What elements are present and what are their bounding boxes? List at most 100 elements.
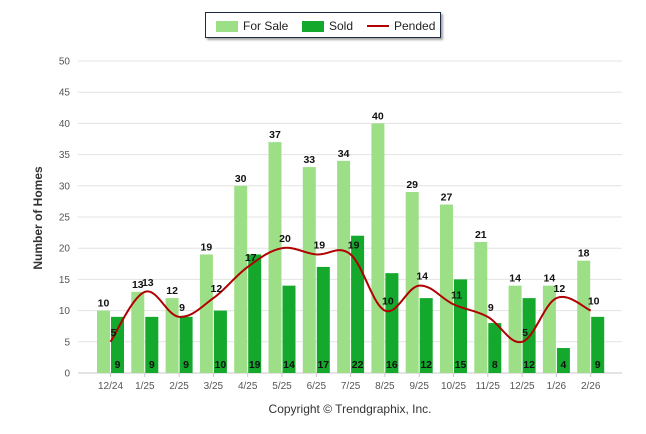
for-sale-bar <box>337 160 351 373</box>
pended-line <box>109 246 592 343</box>
sold-data-label: 19 <box>249 359 261 371</box>
sold-bar <box>179 316 193 373</box>
for-sale-data-label: 34 <box>338 148 350 160</box>
sold-data-label: 10 <box>215 359 227 371</box>
x-tick-label: 1/25 <box>135 381 155 392</box>
x-tick-label: 12/25 <box>510 381 535 392</box>
x-tick-label: 4/25 <box>238 381 258 392</box>
x-tick-label: 5/25 <box>272 381 292 392</box>
pended-data-label: 5 <box>522 327 528 339</box>
for-sale-bar <box>508 285 522 373</box>
pended-data-label: 11 <box>451 289 462 301</box>
sold-data-label: 17 <box>317 359 329 371</box>
sold-data-label: 16 <box>386 359 398 371</box>
bars <box>97 123 605 374</box>
pended-data-label: 9 <box>488 302 494 314</box>
for-sale-swatch-icon <box>216 20 238 32</box>
pended-data-label: 17 <box>245 252 257 264</box>
sold-data-label: 15 <box>455 359 467 371</box>
y-tick-label: 20 <box>59 244 71 255</box>
for-sale-data-label: 29 <box>406 179 418 191</box>
sold-bar <box>454 279 467 373</box>
sold-bar <box>591 316 605 373</box>
for-sale-data-label: 21 <box>475 229 487 241</box>
sold-bar <box>419 298 433 373</box>
sold-bar <box>282 285 296 373</box>
y-tick-label: 40 <box>59 119 71 130</box>
for-sale-data-label: 40 <box>372 110 384 122</box>
y-tick-label: 50 <box>59 57 71 68</box>
sold-data-label: 12 <box>523 359 535 371</box>
pended-data-label: 20 <box>279 233 291 245</box>
x-tick-label: 11/25 <box>476 381 501 392</box>
y-tick-label: 0 <box>64 369 70 380</box>
pended-data-label: 19 <box>348 239 360 251</box>
pended-data-label: 12 <box>554 283 566 295</box>
for-sale-bar <box>165 298 179 373</box>
sold-data-label: 22 <box>352 359 364 371</box>
for-sale-bar <box>405 192 419 373</box>
legend: For Sale Sold Pended <box>205 12 441 38</box>
x-tick-label: 12/24 <box>98 381 123 392</box>
for-sale-data-label: 18 <box>578 248 590 260</box>
sold-bar <box>213 310 227 373</box>
sold-swatch-icon <box>302 20 324 32</box>
y-axis: 0 5 10 15 20 25 30 35 40 45 50 <box>59 57 71 380</box>
pended-data-label: 5 <box>111 327 117 339</box>
legend-item-pended[interactable]: Pended <box>367 19 435 33</box>
x-tick-label: 8/25 <box>375 381 395 392</box>
x-tick-label: 3/25 <box>204 381 224 392</box>
y-tick-label: 15 <box>59 275 71 286</box>
sold-data-label: 9 <box>595 359 601 371</box>
sold-bar <box>248 254 262 373</box>
legend-label-for-sale: For Sale <box>243 19 289 33</box>
y-tick-label: 5 <box>64 337 70 348</box>
legend-label-pended: Pended <box>394 19 436 33</box>
sold-data-label: 9 <box>115 359 121 371</box>
x-tick-label: 7/25 <box>341 381 361 392</box>
for-sale-data-label: 37 <box>269 129 281 141</box>
y-tick-label: 45 <box>59 88 71 99</box>
x-tick-label: 10/25 <box>441 381 466 392</box>
for-sale-bar <box>268 142 282 373</box>
pended-data-label: 14 <box>416 271 428 283</box>
pended-data-label: 9 <box>179 302 185 314</box>
pended-data-label: 19 <box>313 239 325 251</box>
x-tick-label: 1/26 <box>547 381 567 392</box>
for-sale-bar <box>577 260 591 373</box>
x-tick-label: 2/26 <box>581 381 601 392</box>
for-sale-bar <box>199 254 213 373</box>
for-sale-data-label: 14 <box>509 273 521 285</box>
for-sale-data-label: 19 <box>201 241 213 253</box>
sold-bar <box>385 273 399 373</box>
pended-swatch-icon <box>367 25 389 27</box>
sold-bar <box>316 266 330 373</box>
legend-item-sold[interactable]: Sold <box>302 19 353 33</box>
sold-data-label: 9 <box>149 359 155 371</box>
for-sale-bar <box>234 185 248 373</box>
x-tick-label: 9/25 <box>409 381 429 392</box>
y-tick-label: 30 <box>59 181 71 192</box>
x-axis: 12/24 1/25 2/25 3/25 4/25 5/25 6/25 7/25 8/25 9/2… <box>98 373 601 392</box>
for-sale-data-label: 30 <box>235 173 247 185</box>
legend-item-for-sale[interactable]: For Sale <box>216 19 288 33</box>
sold-bar <box>111 316 124 373</box>
y-tick-label: 35 <box>59 150 71 161</box>
pended-data-label: 13 <box>142 277 154 289</box>
y-axis-title: Number of Homes <box>31 166 45 270</box>
for-sale-bar <box>371 123 385 374</box>
sold-data-label: 9 <box>183 359 189 371</box>
for-sale-data-label: 27 <box>441 192 453 204</box>
for-sale-data-label: 33 <box>303 154 315 166</box>
for-sale-bar <box>131 291 145 373</box>
sold-bar <box>556 348 570 373</box>
sold-data-label: 12 <box>420 359 432 371</box>
for-sale-bar <box>97 310 110 373</box>
sold-bar <box>145 316 159 373</box>
for-sale-bar <box>440 204 453 373</box>
for-sale-bar <box>302 167 316 373</box>
sold-data-label: 14 <box>283 359 295 371</box>
x-tick-label: 6/25 <box>307 381 327 392</box>
